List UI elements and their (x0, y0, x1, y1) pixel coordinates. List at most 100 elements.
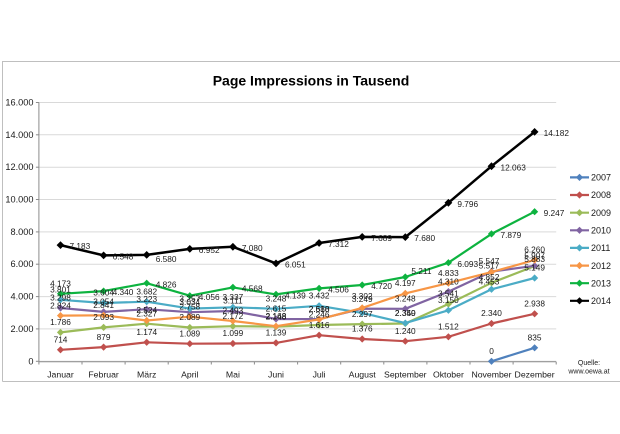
svg-text:3.432: 3.432 (309, 291, 330, 301)
svg-text:März: März (137, 370, 156, 380)
svg-text:5.211: 5.211 (411, 266, 432, 276)
svg-text:3.337: 3.337 (223, 292, 244, 302)
svg-text:1.139: 1.139 (266, 328, 287, 338)
svg-text:2.758: 2.758 (179, 301, 200, 311)
svg-text:4.826: 4.826 (156, 279, 177, 289)
svg-text:Juli: Juli (313, 370, 326, 380)
svg-text:3.223: 3.223 (136, 294, 157, 304)
svg-text:4.197: 4.197 (395, 278, 416, 288)
svg-text:6.548: 6.548 (113, 252, 134, 262)
svg-text:2.000: 2.000 (11, 324, 34, 334)
svg-text:1.376: 1.376 (352, 324, 373, 334)
svg-text:4.720: 4.720 (371, 281, 392, 291)
svg-text:4.000: 4.000 (11, 292, 34, 302)
svg-text:3.111: 3.111 (223, 296, 243, 306)
svg-text:Quelle:: Quelle: (578, 360, 600, 367)
svg-text:12.063: 12.063 (501, 162, 527, 172)
svg-text:7.183: 7.183 (70, 241, 91, 251)
svg-text:8.000: 8.000 (11, 227, 34, 237)
svg-text:4.453: 4.453 (479, 276, 500, 286)
svg-text:www.oewa.at: www.oewa.at (567, 369, 609, 376)
svg-text:3.249: 3.249 (352, 294, 373, 304)
svg-text:6.260: 6.260 (524, 245, 545, 255)
svg-text:6.051: 6.051 (285, 260, 306, 270)
svg-text:1.089: 1.089 (179, 328, 200, 338)
svg-text:4.139: 4.139 (285, 291, 306, 301)
svg-text:Mai: Mai (226, 370, 240, 380)
svg-text:7.680: 7.680 (414, 233, 435, 243)
svg-text:Juni: Juni (268, 370, 284, 380)
svg-text:Oktober: Oktober (433, 370, 464, 380)
svg-text:2.093: 2.093 (93, 312, 114, 322)
svg-text:9.796: 9.796 (457, 199, 478, 209)
svg-text:2008: 2008 (591, 190, 611, 200)
svg-text:2009: 2009 (591, 208, 611, 218)
svg-text:6.580: 6.580 (156, 254, 177, 264)
svg-text:0: 0 (489, 346, 494, 356)
svg-text:September: September (384, 370, 427, 380)
svg-text:3.054: 3.054 (93, 297, 114, 307)
svg-text:714: 714 (54, 335, 68, 345)
svg-text:2.524: 2.524 (136, 305, 157, 315)
svg-text:2011: 2011 (591, 243, 610, 253)
svg-text:Januar: Januar (47, 370, 74, 380)
svg-text:April: April (181, 370, 198, 380)
svg-text:5.517: 5.517 (479, 261, 500, 271)
svg-text:9.247: 9.247 (544, 208, 565, 218)
svg-text:6.952: 6.952 (199, 245, 220, 255)
svg-text:August: August (349, 370, 377, 380)
svg-text:4.056: 4.056 (199, 292, 220, 302)
svg-text:4.173: 4.173 (50, 279, 71, 289)
svg-text:2.610: 2.610 (309, 304, 330, 314)
svg-text:2.824: 2.824 (50, 300, 71, 310)
svg-text:2.938: 2.938 (524, 299, 545, 309)
svg-text:3.034: 3.034 (179, 297, 200, 307)
svg-text:2.246: 2.246 (309, 310, 330, 320)
svg-text:7.312: 7.312 (328, 239, 349, 249)
svg-text:3.541: 3.541 (438, 289, 459, 299)
svg-text:2.588: 2.588 (309, 304, 330, 314)
svg-text:7.879: 7.879 (501, 230, 522, 240)
svg-text:2.359: 2.359 (395, 308, 416, 318)
svg-text:2.615: 2.615 (266, 304, 287, 314)
svg-text:2.089: 2.089 (179, 312, 200, 322)
svg-text:4.310: 4.310 (438, 276, 459, 286)
svg-text:1.512: 1.512 (438, 322, 459, 332)
svg-text:2013: 2013 (591, 278, 611, 288)
svg-text:835: 835 (528, 333, 542, 343)
svg-text:2.327: 2.327 (136, 308, 157, 318)
svg-text:4.568: 4.568 (242, 284, 263, 294)
svg-text:2.340: 2.340 (395, 308, 416, 318)
svg-text:5.907: 5.907 (524, 250, 545, 260)
svg-text:3.682: 3.682 (136, 286, 157, 296)
svg-text:4.852: 4.852 (479, 272, 500, 282)
svg-text:6.000: 6.000 (11, 259, 34, 269)
svg-text:5.883: 5.883 (524, 254, 545, 264)
svg-text:879: 879 (97, 332, 111, 342)
svg-text:3.248: 3.248 (395, 294, 416, 304)
svg-text:7.080: 7.080 (242, 243, 263, 253)
svg-text:3.604: 3.604 (93, 288, 114, 298)
svg-text:3.298: 3.298 (50, 293, 71, 303)
svg-text:Februar: Februar (88, 370, 119, 380)
svg-text:14.182: 14.182 (544, 128, 570, 138)
svg-text:2010: 2010 (591, 226, 611, 236)
svg-text:2014: 2014 (591, 296, 611, 306)
svg-text:1.240: 1.240 (395, 326, 416, 336)
svg-text:1.786: 1.786 (50, 317, 71, 327)
svg-text:2012: 2012 (591, 261, 611, 271)
svg-text:6.093: 6.093 (457, 259, 478, 269)
svg-text:Page Impressions in Tausend: Page Impressions in Tausend (213, 73, 410, 89)
svg-text:4.833: 4.833 (438, 268, 459, 278)
svg-text:Dezember: Dezember (515, 370, 555, 380)
svg-text:2.172: 2.172 (223, 311, 244, 321)
svg-text:1.174: 1.174 (136, 327, 157, 337)
svg-text:1.099: 1.099 (223, 328, 244, 338)
svg-text:2.297: 2.297 (352, 309, 373, 319)
svg-text:3.302: 3.302 (352, 291, 373, 301)
svg-text:2.493: 2.493 (223, 306, 244, 316)
svg-text:5.547: 5.547 (479, 256, 500, 266)
svg-text:3.150: 3.150 (438, 295, 459, 305)
svg-text:3.801: 3.801 (50, 285, 71, 295)
svg-text:2.841: 2.841 (93, 300, 114, 310)
